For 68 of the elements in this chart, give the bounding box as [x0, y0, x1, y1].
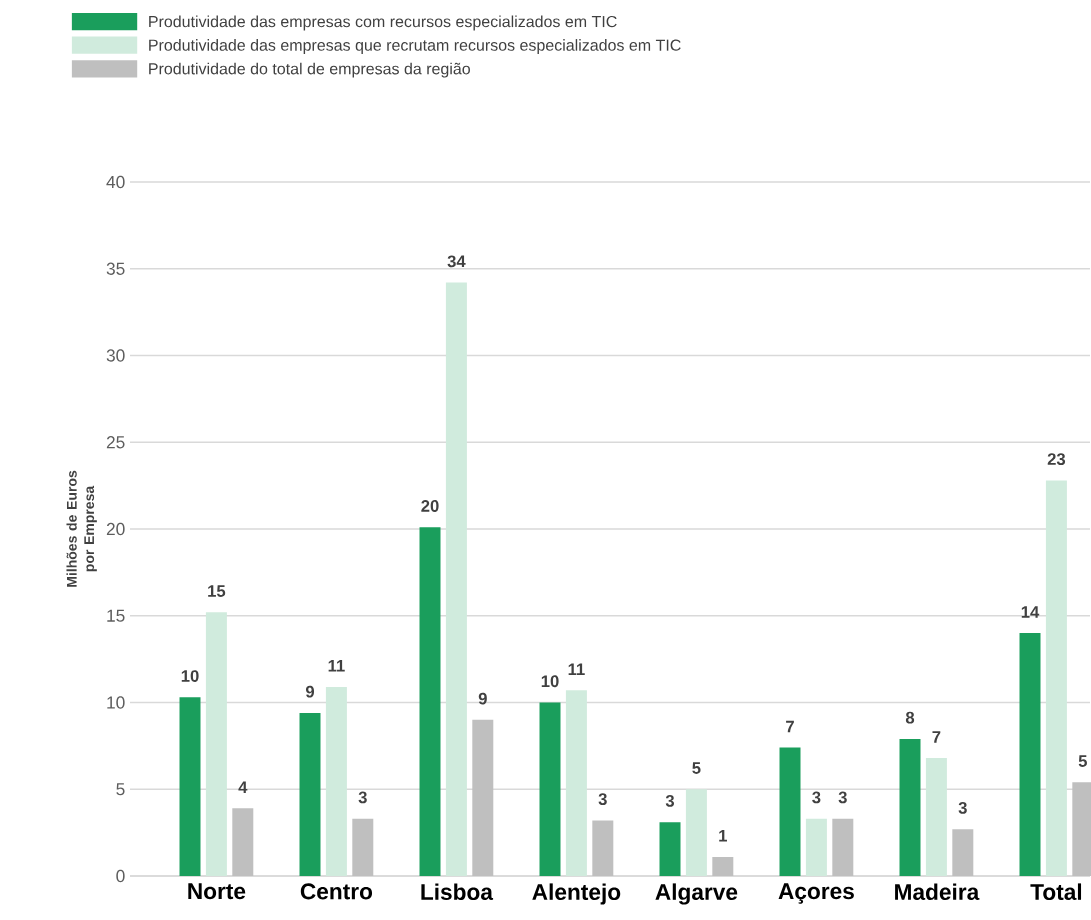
- data-label: 20: [421, 500, 439, 512]
- bar: [1045, 480, 1067, 876]
- y-tick-label: 35: [106, 262, 125, 275]
- bar: [779, 747, 801, 876]
- data-label: 10: [181, 670, 199, 682]
- data-label: 5: [1078, 755, 1087, 767]
- data-label: 7: [932, 731, 941, 743]
- bar: [832, 818, 854, 876]
- y-tick-label: 10: [107, 696, 125, 709]
- bar: [352, 818, 374, 876]
- bar: [805, 818, 827, 876]
- bar: [925, 758, 947, 876]
- y-tick-label: 25: [106, 436, 125, 449]
- bar: [205, 612, 227, 876]
- x-tick-label: Lisboa: [421, 883, 494, 901]
- x-tick-label: Algarve: [655, 883, 738, 905]
- x-tick-label: Madeira: [895, 883, 980, 901]
- data-label: 9: [478, 692, 487, 705]
- x-tick-label: Total: [1030, 883, 1082, 901]
- bar: [659, 822, 681, 876]
- data-label: 9: [305, 685, 315, 698]
- data-label: 3: [598, 793, 607, 806]
- bar: [952, 829, 974, 876]
- x-tick-label: Norte: [188, 883, 246, 900]
- data-label: 11: [568, 663, 585, 675]
- legend-label: Produtividade das empresas que recrutam recursos especializados em TIC: [149, 39, 681, 54]
- bar: [232, 808, 254, 876]
- y-axis-title: Milhões de Euros por Empresa: [66, 470, 97, 587]
- legend-label: Produtividade do total de empresas da região: [149, 62, 470, 78]
- y-tick-label: 15: [107, 609, 125, 622]
- bar: [325, 686, 347, 876]
- bar: [299, 712, 321, 876]
- data-label: 15: [208, 585, 226, 597]
- data-label: 7: [786, 720, 794, 733]
- bar: [472, 719, 494, 876]
- data-label: 23: [1047, 453, 1066, 466]
- bar: [419, 527, 441, 876]
- bar: [712, 856, 734, 876]
- x-tick-label: Açores: [778, 883, 854, 904]
- x-tick-label: Alentejo: [532, 883, 621, 905]
- data-label: 3: [812, 791, 821, 804]
- bar: [565, 690, 587, 876]
- data-label: 1: [719, 830, 727, 842]
- data-label: 34: [447, 255, 466, 268]
- bar: [592, 820, 614, 876]
- bar: [179, 697, 201, 876]
- data-label: 11: [328, 660, 345, 672]
- data-label: 4: [238, 781, 248, 793]
- bar: [685, 789, 707, 876]
- data-label: 3: [838, 791, 847, 804]
- bar: [1019, 633, 1041, 876]
- data-label: 3: [665, 795, 675, 807]
- legend-label: Produtividade das empresas com recursos especializados em TIC: [149, 15, 617, 31]
- data-label: 5: [692, 762, 701, 774]
- y-tick-label: 0: [116, 869, 125, 883]
- data-label: 8: [905, 711, 915, 724]
- bar: [445, 282, 467, 876]
- data-label: 14: [1021, 606, 1040, 618]
- y-tick-label: 30: [106, 349, 125, 362]
- bar: [539, 702, 561, 876]
- y-tick-label: 20: [106, 522, 125, 536]
- y-tick-label: 40: [106, 175, 125, 189]
- y-tick-label: 5: [116, 783, 125, 796]
- data-label: 10: [541, 675, 559, 688]
- bar: [899, 738, 921, 876]
- data-label: 3: [358, 791, 367, 804]
- data-label: 3: [958, 801, 967, 814]
- x-tick-label: Centro: [300, 883, 373, 900]
